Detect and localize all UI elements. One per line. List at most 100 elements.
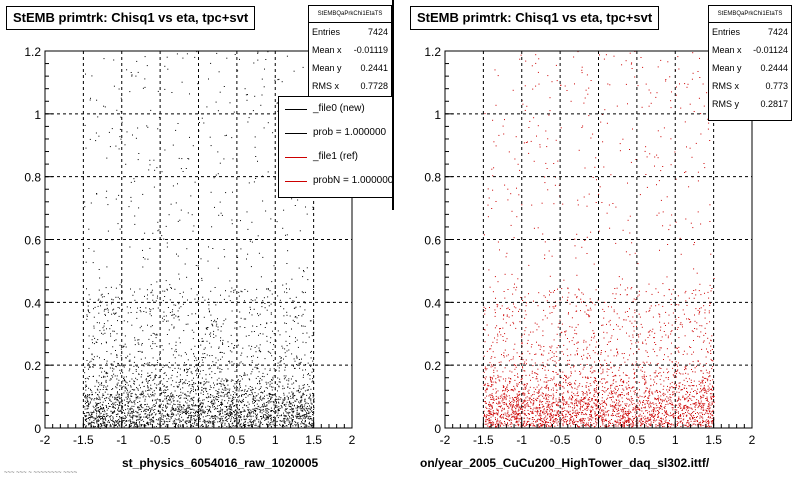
data-point <box>172 413 174 415</box>
data-point <box>244 419 246 420</box>
data-point <box>665 404 667 405</box>
data-point <box>537 125 539 127</box>
data-point <box>672 312 674 314</box>
data-point <box>288 398 289 400</box>
data-point <box>226 393 228 395</box>
data-point <box>499 380 501 382</box>
data-point <box>145 413 147 415</box>
data-point <box>283 394 285 396</box>
data-point <box>208 396 210 398</box>
data-point <box>92 363 94 365</box>
data-point <box>288 411 290 413</box>
data-point <box>196 51 198 53</box>
data-point <box>684 397 686 399</box>
data-point <box>622 421 624 423</box>
data-point <box>148 169 150 171</box>
data-point <box>224 256 226 258</box>
data-point <box>669 415 671 417</box>
data-point <box>218 414 220 416</box>
data-point <box>233 385 235 387</box>
data-point <box>251 241 253 243</box>
data-point <box>310 407 312 409</box>
data-point <box>174 390 176 392</box>
data-point <box>173 422 175 424</box>
data-point <box>144 86 146 88</box>
data-point <box>177 411 179 413</box>
data-point <box>497 418 498 420</box>
data-point <box>192 408 194 410</box>
data-point <box>608 369 610 370</box>
data-point <box>99 397 101 399</box>
data-point <box>658 372 660 374</box>
data-point <box>262 392 264 394</box>
data-point <box>562 203 564 205</box>
data-point <box>252 396 254 398</box>
data-point <box>112 416 114 418</box>
data-point <box>571 416 573 418</box>
data-point <box>292 300 294 302</box>
data-point <box>175 424 177 425</box>
data-point <box>217 267 219 269</box>
data-point <box>158 405 160 407</box>
data-point <box>101 407 102 409</box>
data-point <box>177 310 179 312</box>
data-point <box>182 291 184 293</box>
data-point <box>172 144 174 146</box>
data-point <box>249 415 251 417</box>
data-point <box>201 389 203 391</box>
data-point <box>170 393 172 395</box>
data-point <box>610 387 612 389</box>
data-point <box>86 314 88 316</box>
data-point <box>168 343 170 345</box>
data-point <box>151 289 153 291</box>
data-point <box>208 308 210 310</box>
data-point <box>113 402 115 404</box>
data-point <box>156 364 158 366</box>
data-point <box>119 425 121 427</box>
data-point <box>607 413 609 415</box>
data-point <box>486 350 488 352</box>
data-point <box>267 401 269 403</box>
data-point <box>136 317 138 319</box>
data-point <box>495 388 497 390</box>
data-point <box>107 372 109 374</box>
data-point <box>308 416 310 418</box>
data-point <box>257 383 258 385</box>
data-point <box>254 136 256 138</box>
data-point <box>215 407 217 409</box>
data-point <box>165 374 167 376</box>
data-point <box>497 376 499 378</box>
data-point <box>223 396 225 398</box>
data-point <box>174 423 176 425</box>
data-point <box>530 395 532 397</box>
data-point <box>146 415 148 417</box>
data-point <box>130 312 132 313</box>
data-point <box>288 402 290 404</box>
data-point <box>611 371 613 373</box>
data-point <box>99 384 101 386</box>
data-point <box>523 417 525 419</box>
data-point <box>190 398 192 400</box>
data-point <box>279 424 281 426</box>
data-point <box>215 408 217 410</box>
data-point <box>215 321 217 323</box>
data-point <box>282 401 284 403</box>
data-point <box>194 422 196 423</box>
data-point <box>246 405 248 407</box>
data-point <box>137 407 139 409</box>
data-point <box>202 409 204 411</box>
data-point <box>182 387 184 389</box>
data-point <box>130 409 132 411</box>
data-point <box>252 388 254 390</box>
data-point <box>258 405 260 407</box>
data-point <box>612 422 614 424</box>
data-point <box>562 397 564 399</box>
data-point <box>110 400 112 402</box>
data-point <box>186 395 188 397</box>
data-point <box>259 387 261 389</box>
data-point <box>233 394 234 396</box>
data-point <box>127 402 129 404</box>
data-point <box>249 312 250 314</box>
data-point <box>305 206 306 208</box>
data-point <box>147 424 149 426</box>
